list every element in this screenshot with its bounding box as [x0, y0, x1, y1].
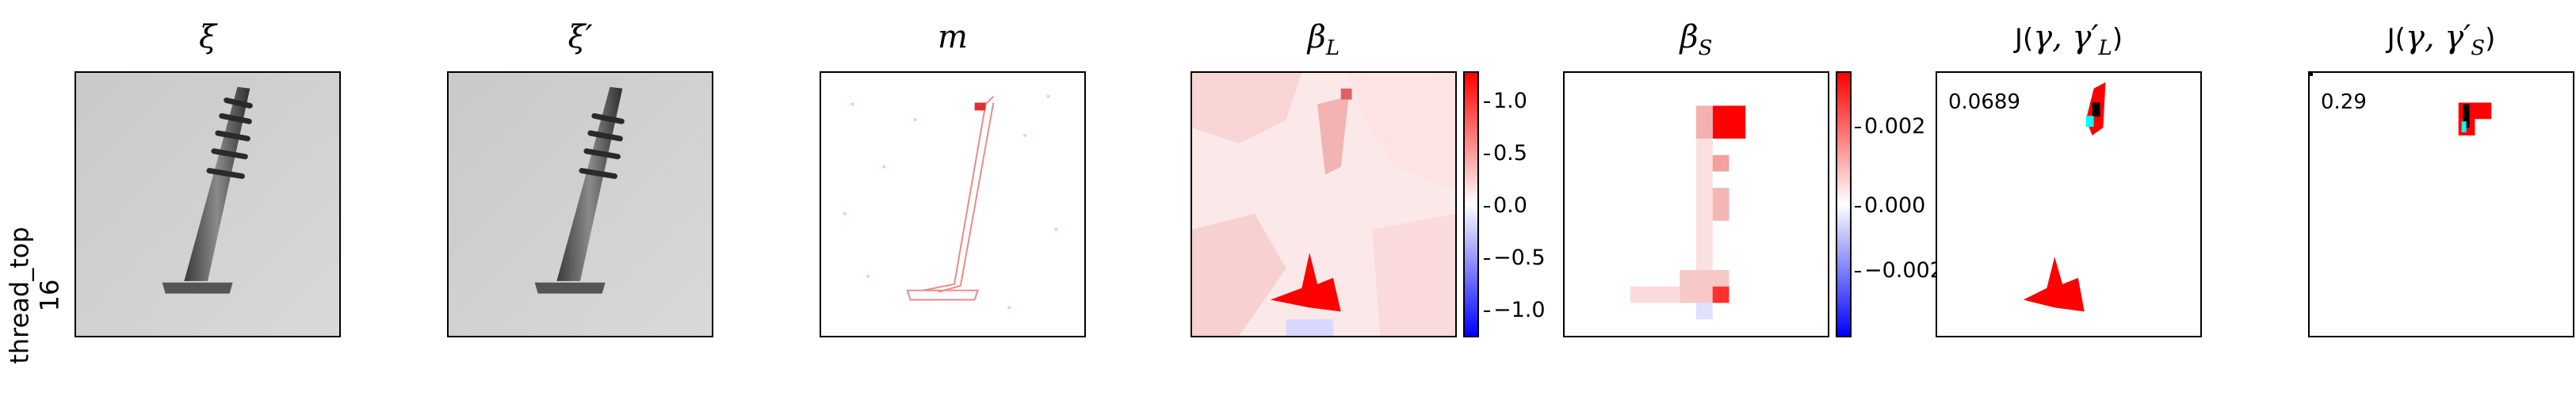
panel-m-title: m — [938, 19, 968, 55]
panel-J-L: 0.0689 — [1936, 71, 2202, 337]
panel-xi-prime — [447, 71, 713, 337]
beta-S-colorbar — [1836, 71, 1852, 337]
beta-L-colorbar — [1463, 71, 1479, 337]
panel-m — [820, 71, 1086, 337]
screw-image-original — [76, 73, 339, 336]
J-L-mask — [1937, 73, 2200, 336]
beta-L-tick: 0.0 — [1484, 193, 1527, 218]
beta-S-tick: 0.002 — [1854, 114, 1926, 139]
beta-S-map — [1565, 73, 1828, 336]
panel-beta-S-title: βS — [1680, 19, 1713, 60]
J-S-mask — [2310, 73, 2573, 336]
beta-S-tick: 0.000 — [1854, 193, 1926, 218]
panel-J-S-title: J(γ, γ′S) — [2387, 19, 2496, 60]
panel-beta-L-title: βL — [1307, 19, 1340, 60]
difference-map — [821, 73, 1084, 336]
screw-image-counterfactual — [449, 73, 712, 336]
beta-L-tick: −1.0 — [1484, 298, 1546, 322]
panel-xi — [75, 71, 341, 337]
panel-J-L-title: J(γ, γ′L) — [2014, 19, 2123, 60]
panel-beta-S — [1563, 71, 1829, 337]
jaccard-score: 0.0689 — [1948, 90, 2020, 114]
panel-xi-title: ξ — [198, 19, 217, 55]
beta-L-tick: −0.5 — [1484, 246, 1546, 270]
beta-S-tick: −0.002 — [1855, 258, 1943, 283]
panel-J-S: 0.29 — [2308, 71, 2574, 337]
beta-L-tick: 0.5 — [1484, 141, 1527, 166]
beta-L-tick: 1.0 — [1484, 89, 1527, 113]
row-label-name: thread_top — [4, 227, 35, 364]
row-label: thread_top 16 — [0, 222, 79, 364]
jaccard-score: 0.29 — [2321, 90, 2367, 114]
beta-L-map — [1192, 73, 1455, 336]
panel-beta-L — [1191, 71, 1457, 337]
panel-xi-prime-title: ξ′ — [568, 19, 593, 55]
row-label-index: 16 — [34, 279, 65, 312]
